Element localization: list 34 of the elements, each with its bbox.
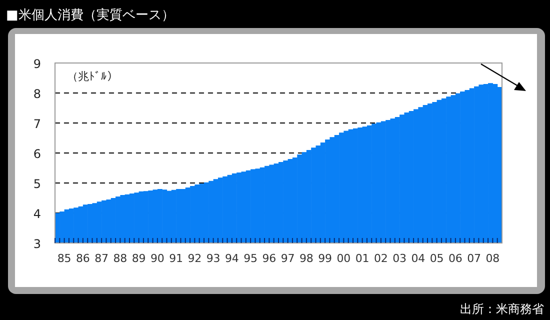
x-tick-label: 85 <box>57 252 72 265</box>
x-tick-label: 96 <box>262 252 276 265</box>
x-tick-label: 86 <box>76 252 90 265</box>
x-tick-label: 94 <box>224 252 239 265</box>
x-tick-label: 07 <box>467 252 482 265</box>
y-tick-label: 6 <box>33 147 41 161</box>
x-tick-label: 06 <box>448 252 462 265</box>
x-tick-label: 02 <box>374 252 388 265</box>
x-tick-label: 98 <box>299 252 314 265</box>
x-tick-label: 99 <box>318 252 332 265</box>
x-tick-label: 04 <box>411 252 426 265</box>
chart-title: ■米個人消費（実質ベース） <box>6 7 174 23</box>
y-tick-label: 9 <box>33 57 41 71</box>
x-tick-label: 95 <box>244 252 258 265</box>
y-tick-label: 3 <box>33 237 41 251</box>
x-tick-label: 90 <box>150 252 164 265</box>
x-tick-label: 00 <box>336 252 351 265</box>
annotation: （兆ﾄﾞﾙ） <box>67 70 118 83</box>
x-tick-label: 87 <box>94 252 109 265</box>
x-tick-label: 05 <box>430 252 444 265</box>
y-tick-label: 4 <box>33 207 41 221</box>
x-tick-label: 89 <box>132 252 146 265</box>
x-tick-label: 03 <box>392 252 407 265</box>
x-tick-label: 93 <box>206 252 220 265</box>
x-tick-label: 08 <box>486 252 500 265</box>
x-tick-label: 91 <box>169 252 184 265</box>
x-tick-label: 97 <box>280 252 295 265</box>
y-tick-label: 5 <box>33 177 41 191</box>
x-tick-label: 01 <box>355 252 370 265</box>
y-tick-label: 8 <box>33 87 41 101</box>
y-tick-label: 7 <box>33 117 41 131</box>
x-tick-label: 92 <box>188 252 202 265</box>
x-tick-label: 88 <box>113 252 128 265</box>
text: 出所：米商務省 <box>460 302 544 316</box>
